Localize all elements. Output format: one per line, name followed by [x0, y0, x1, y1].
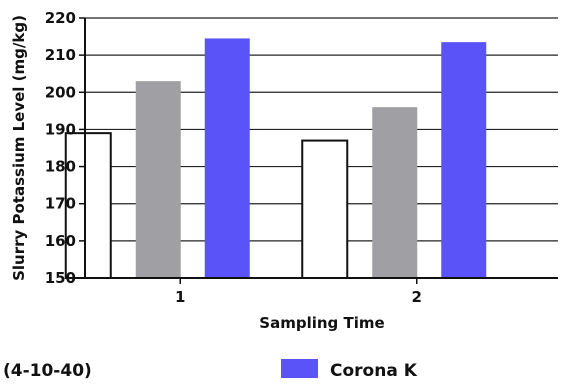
y-tick-label: 180 [45, 158, 76, 176]
bar-series-2-cat-1 [135, 81, 181, 279]
bar-series-2-cat-2 [372, 107, 418, 279]
legend-label: (4-10-40) [3, 361, 92, 381]
y-tick-label: 190 [45, 120, 76, 138]
bar-series-3-cat-2 [441, 42, 487, 279]
bar-series-1-cat-1 [64, 132, 112, 279]
x-tick-label: 2 [412, 288, 422, 306]
y-tick-label: 210 [45, 46, 76, 64]
bar-series-3-cat-1 [204, 38, 250, 278]
x-axis-title: Sampling Time [259, 314, 384, 332]
x-tick-label: 1 [175, 288, 185, 306]
y-tick-label: 150 [45, 269, 76, 287]
y-tick-label: 160 [45, 232, 76, 250]
bar-series-1-cat-2 [301, 139, 349, 279]
y-tick-label: 170 [45, 195, 76, 213]
y-tick-label: 200 [45, 83, 76, 101]
legend-swatch [281, 359, 318, 378]
y-tick-label: 220 [45, 9, 76, 27]
legend-label: Corona K [330, 361, 418, 381]
y-axis-title: Slurry Potassium Level (mg/kg) [10, 15, 28, 281]
